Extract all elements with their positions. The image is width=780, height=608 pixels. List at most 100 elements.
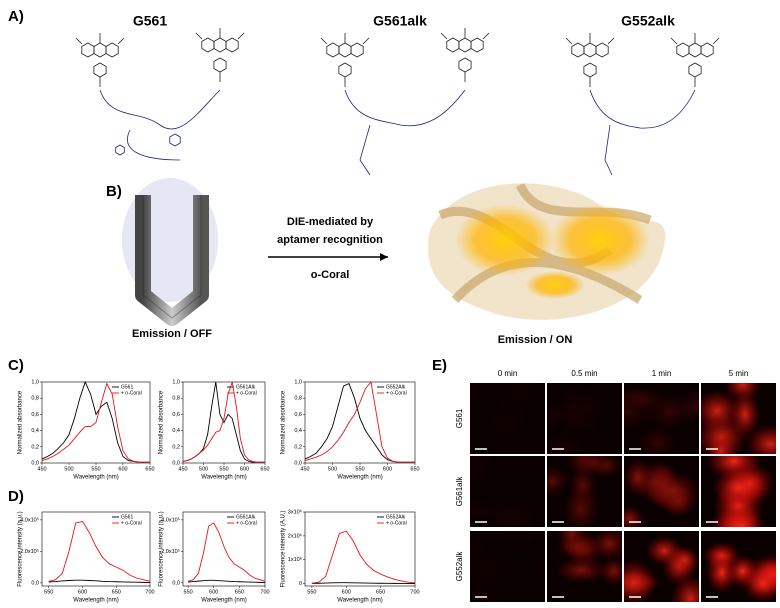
y-tick-label: 0,6	[31, 412, 39, 418]
y-tick-label: 0,4	[294, 428, 302, 434]
ring	[93, 42, 107, 58]
series-line	[188, 579, 266, 583]
x-axis-label: Wavelength (nm)	[73, 475, 118, 481]
y-tick-label: 3x10⁶	[288, 508, 302, 515]
y-tick-label: 0,0	[294, 460, 302, 466]
ring	[338, 42, 352, 58]
ring	[201, 37, 215, 53]
x-tick-label: 550	[307, 589, 316, 595]
cell-blob	[562, 485, 600, 527]
bond	[75, 33, 125, 87]
y-tick-label: 2x10⁶	[288, 532, 302, 539]
x-axis-label: Wavelength (nm)	[201, 598, 246, 604]
ring	[93, 62, 107, 78]
x-tick-label: 450	[37, 466, 46, 472]
y-tick-label: 0,2	[172, 444, 180, 450]
cell-blob	[547, 465, 570, 497]
y-tick-label: 0,0	[172, 580, 180, 586]
y-tick-label: 0,2	[31, 444, 39, 450]
ring	[458, 37, 472, 53]
target-label: o-Coral	[311, 269, 350, 281]
panel-label: B)	[106, 183, 122, 200]
cells	[624, 385, 699, 454]
bond	[565, 33, 615, 87]
y-axis-label: Normalized absorbance	[281, 390, 287, 454]
y-tick-label: 0,8	[294, 396, 302, 402]
series-line	[48, 520, 151, 582]
ring	[700, 42, 714, 58]
legend-label: + o-Coral	[121, 390, 142, 396]
y-tick-label: 1,0	[31, 379, 39, 385]
series-line	[48, 579, 151, 583]
cell-blob	[624, 558, 657, 602]
x-tick-label: 550	[184, 589, 193, 595]
cell-blob	[646, 471, 699, 512]
series-line	[41, 380, 150, 463]
plot-frame	[182, 511, 266, 587]
cell-blob	[718, 504, 765, 527]
ring	[595, 42, 609, 58]
ring	[583, 62, 597, 78]
x-tick-label: 450	[300, 466, 309, 472]
x-tick-label: 650	[410, 466, 419, 472]
x-tick-label: 550	[219, 466, 228, 472]
x-tick-label: 550	[355, 466, 364, 472]
state-label: Emission / ON	[498, 334, 573, 346]
cell-blob	[624, 386, 669, 414]
cells	[547, 384, 605, 454]
x-axis-label: Wavelength (nm)	[337, 475, 382, 481]
x-tick-label: 600	[78, 589, 87, 595]
cell-blob	[671, 574, 699, 602]
series-line	[311, 530, 416, 584]
y-axis-label: Fluorescence intensity (A.U.)	[281, 510, 287, 587]
x-tick-label: 650	[145, 466, 154, 472]
x-tick-label: 500	[64, 466, 73, 472]
x-tick-label: 650	[112, 589, 121, 595]
y-axis-label: Fluorescence intensity (a.u.)	[159, 511, 165, 586]
cell-blob	[668, 545, 699, 575]
cells	[624, 458, 699, 527]
y-tick-label: 0,0	[31, 580, 39, 586]
legend-label: G552Alk	[386, 384, 406, 390]
charts: 450 500 550 600 650 0,0 0,2 0,4 0,6 0,8 1,0 Wavelen…	[18, 379, 420, 603]
ring	[571, 42, 585, 58]
row-label: G561alk	[455, 476, 464, 507]
cell-blob	[557, 534, 597, 560]
y-tick-label: 0,8	[172, 396, 180, 402]
bond	[440, 28, 490, 82]
y-axis-label: Normalized absorbance	[18, 390, 24, 454]
row-label: G552alk	[455, 551, 464, 582]
column-label: 0 min	[498, 369, 518, 378]
ring	[81, 42, 95, 58]
y-axis-label: Fluorescence intensity (a.u.)	[18, 511, 24, 586]
x-axis-label: Wavelength (nm)	[337, 598, 382, 604]
plot-frame	[304, 511, 416, 587]
ring	[326, 42, 340, 58]
y-tick-label: 1,0	[294, 379, 302, 385]
y-tick-label: 0,4	[172, 428, 180, 434]
cell-blob	[558, 384, 589, 431]
y-tick-label: 1x10⁶	[288, 556, 302, 563]
x-tick-label: 550	[44, 589, 53, 595]
cells	[547, 456, 622, 527]
series-line	[311, 582, 416, 584]
aptamer-complex-illustration	[428, 182, 666, 320]
linker	[589, 89, 696, 176]
micrograph	[470, 383, 545, 454]
cell-blob	[496, 528, 543, 556]
series-line	[182, 381, 265, 463]
x-axis-label: Wavelength (nm)	[201, 475, 246, 481]
linker	[344, 89, 466, 176]
legend-label: + o-Coral	[386, 390, 407, 396]
x-tick-label: 450	[178, 466, 187, 472]
column-label: 0.5 min	[571, 369, 597, 378]
ring	[213, 37, 227, 53]
x-tick-label: 500	[328, 466, 337, 472]
x-tick-label: 650	[235, 589, 244, 595]
linker	[99, 89, 221, 161]
cells	[703, 542, 776, 602]
y-tick-label: 4,0x10⁵	[161, 516, 180, 523]
y-axis-label: Normalized absorbance	[159, 390, 165, 454]
compound-name: G561alk	[373, 13, 427, 29]
legend-label: G561Alk	[236, 514, 256, 520]
